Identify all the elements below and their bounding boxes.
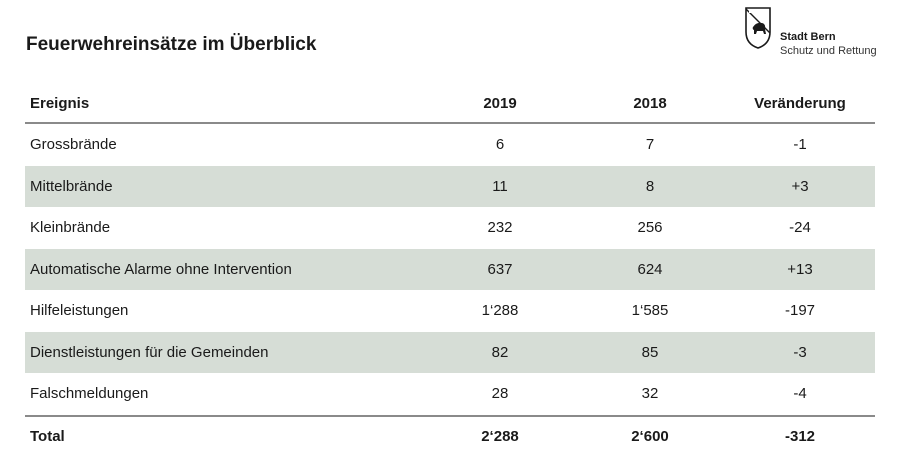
cell-2018: 256 — [637, 219, 663, 237]
cell-event: Automatische Alarme ohne Intervention — [25, 248, 425, 290]
table-total-row: Total 2‘288 2‘600 -312 — [25, 414, 875, 457]
table-row: Falschmeldungen 28 32 -4 — [25, 373, 875, 416]
cell-2019: 637 — [425, 248, 575, 290]
table-row: Grossbrände 6 7 -1 — [25, 123, 875, 166]
cell-change: -24 — [789, 219, 811, 237]
cell-change: -1 — [793, 136, 807, 154]
cell-2019: 82 — [425, 331, 575, 373]
cell-2018: 8 — [575, 165, 725, 207]
cell-event: Mittelbrände — [25, 165, 425, 207]
total-label: Total — [25, 414, 425, 457]
header-event: Ereignis — [25, 84, 425, 124]
cell-event: Grossbrände — [30, 136, 117, 154]
cell-event: Dienstleistungen für die Gemeinden — [25, 331, 425, 373]
table-row: Mittelbrände 11 8 +3 — [25, 165, 875, 207]
cell-change: -4 — [793, 385, 807, 403]
cell-2019: 11 — [425, 165, 575, 207]
cell-2018: 32 — [641, 385, 659, 403]
logo-department: Schutz und Rettung — [780, 45, 877, 57]
cell-2018: 1‘585 — [631, 302, 669, 320]
logo-org-name: Stadt Bern — [780, 31, 836, 43]
overview-table: Ereignis 2019 2018 Veränderung Grossbrän… — [25, 84, 875, 457]
header-2019: 2019 — [425, 84, 575, 124]
cell-change: -3 — [725, 331, 875, 373]
cell-event: Hilfeleistungen — [30, 302, 129, 320]
header-change: Veränderung — [725, 84, 875, 124]
cell-event: Kleinbrände — [30, 219, 111, 237]
header-2018: 2018 — [575, 84, 725, 124]
table-header-row: Ereignis 2019 2018 Veränderung — [25, 84, 875, 124]
total-2019: 2‘288 — [425, 414, 575, 457]
cell-2019: 28 — [491, 385, 509, 403]
bern-coat-of-arms-icon — [745, 7, 771, 49]
page-title: Feuerwehreinsätze im Überblick — [26, 34, 317, 55]
table-row: Kleinbrände 232 256 -24 — [25, 207, 875, 249]
table-row: Automatische Alarme ohne Intervention 63… — [25, 248, 875, 290]
table-row: Hilfeleistungen 1‘288 1‘585 -197 — [25, 290, 875, 332]
cell-2019: 6 — [495, 136, 505, 154]
logo: Stadt Bern Schutz und Rettung — [744, 6, 884, 58]
cell-2019: 232 — [487, 219, 513, 237]
cell-2018: 85 — [575, 331, 725, 373]
cell-change: +3 — [725, 165, 875, 207]
cell-change: +13 — [725, 248, 875, 290]
cell-change: -197 — [784, 302, 816, 320]
total-2018: 2‘600 — [575, 414, 725, 457]
cell-2018: 7 — [645, 136, 655, 154]
cell-event: Falschmeldungen — [30, 385, 149, 403]
cell-2019: 1‘288 — [481, 302, 519, 320]
cell-2018: 624 — [575, 248, 725, 290]
table-row: Dienstleistungen für die Gemeinden 82 85… — [25, 331, 875, 373]
total-change: -312 — [725, 414, 875, 457]
